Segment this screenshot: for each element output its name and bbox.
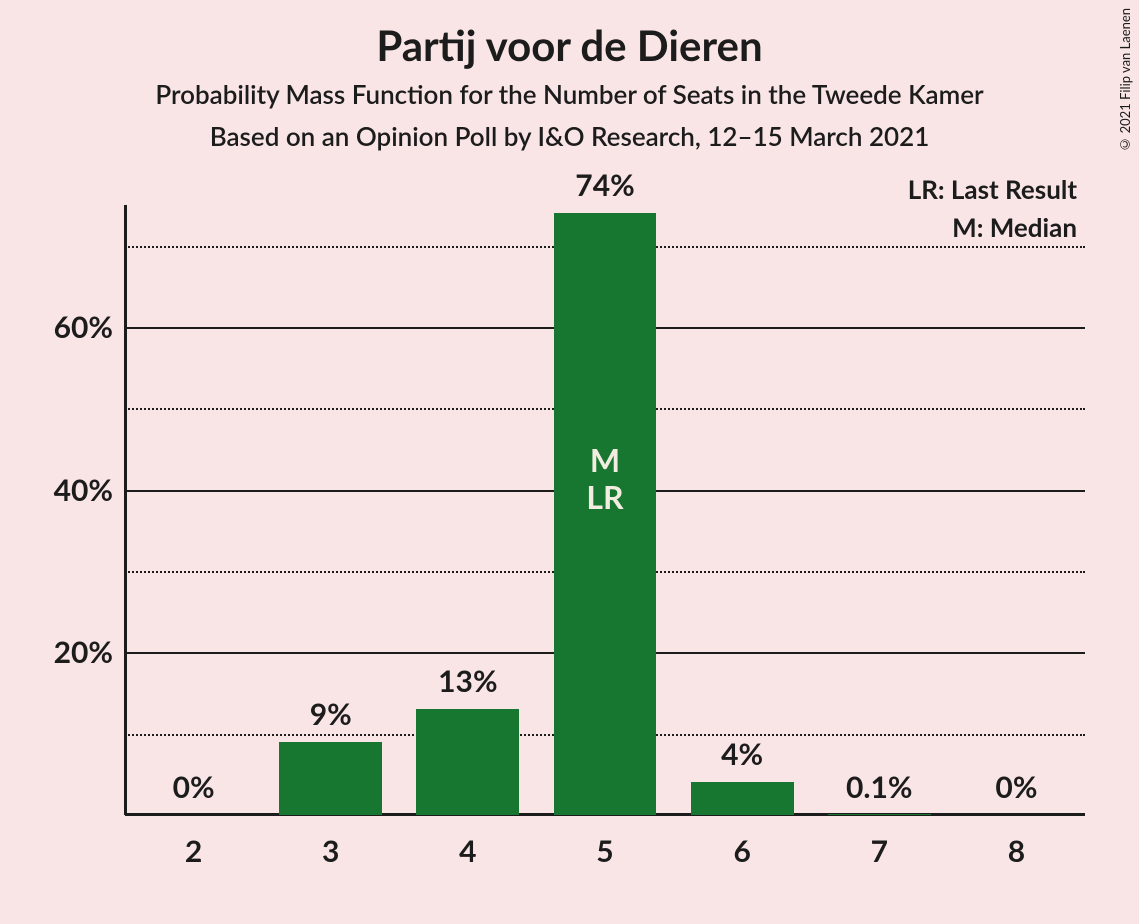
bar-value-label: 0.1% — [846, 769, 913, 805]
x-tick-label: 6 — [733, 833, 750, 869]
y-tick-label: 20% — [54, 634, 113, 670]
x-tick-label: 7 — [871, 833, 888, 869]
chart-title: Partij voor de Dieren — [0, 20, 1139, 70]
annotation-last-result: LR — [586, 479, 623, 516]
y-axis — [124, 205, 127, 815]
bar-value-label: 74% — [575, 167, 634, 203]
y-tick-label: 40% — [54, 472, 113, 508]
bar-slot: 0% — [142, 814, 245, 815]
bar-annotation: MLR — [586, 442, 623, 516]
bar: 13% — [416, 709, 519, 815]
bar-value-label: 9% — [310, 696, 352, 732]
x-tick-label: 8 — [1008, 833, 1025, 869]
y-tick-label: 60% — [54, 309, 113, 345]
chart-container: Partij voor de Dieren Probability Mass F… — [0, 0, 1139, 924]
bar — [828, 814, 931, 815]
x-tick-label: 4 — [459, 833, 476, 869]
bar-value-label: 13% — [438, 663, 497, 699]
legend-last-result: LR: Last Result — [908, 173, 1077, 205]
bar-value-label: 0% — [995, 769, 1037, 805]
x-tick-label: 3 — [322, 833, 339, 869]
bar: 9% — [279, 742, 382, 815]
bar: 74%MLR — [554, 213, 657, 815]
x-tick-label: 5 — [596, 833, 613, 869]
x-tick-label: 2 — [185, 833, 202, 869]
legend-median: M: Median — [952, 211, 1077, 243]
annotation-median: M — [586, 442, 623, 479]
chart-subtitle-1: Probability Mass Function for the Number… — [0, 78, 1139, 110]
bar: 4% — [691, 782, 794, 815]
chart-subtitle-2: Based on an Opinion Poll by I&O Research… — [0, 120, 1139, 152]
bar-value-label: 0% — [173, 769, 215, 805]
bar-slot: 0% — [965, 814, 1068, 815]
copyright-text: © 2021 Filip van Laenen — [1117, 8, 1133, 153]
plot-area: 20%40%60%0%29%313%474%MLR54%60.1%70%8LR:… — [125, 205, 1085, 815]
bar-value-label: 4% — [721, 736, 763, 772]
